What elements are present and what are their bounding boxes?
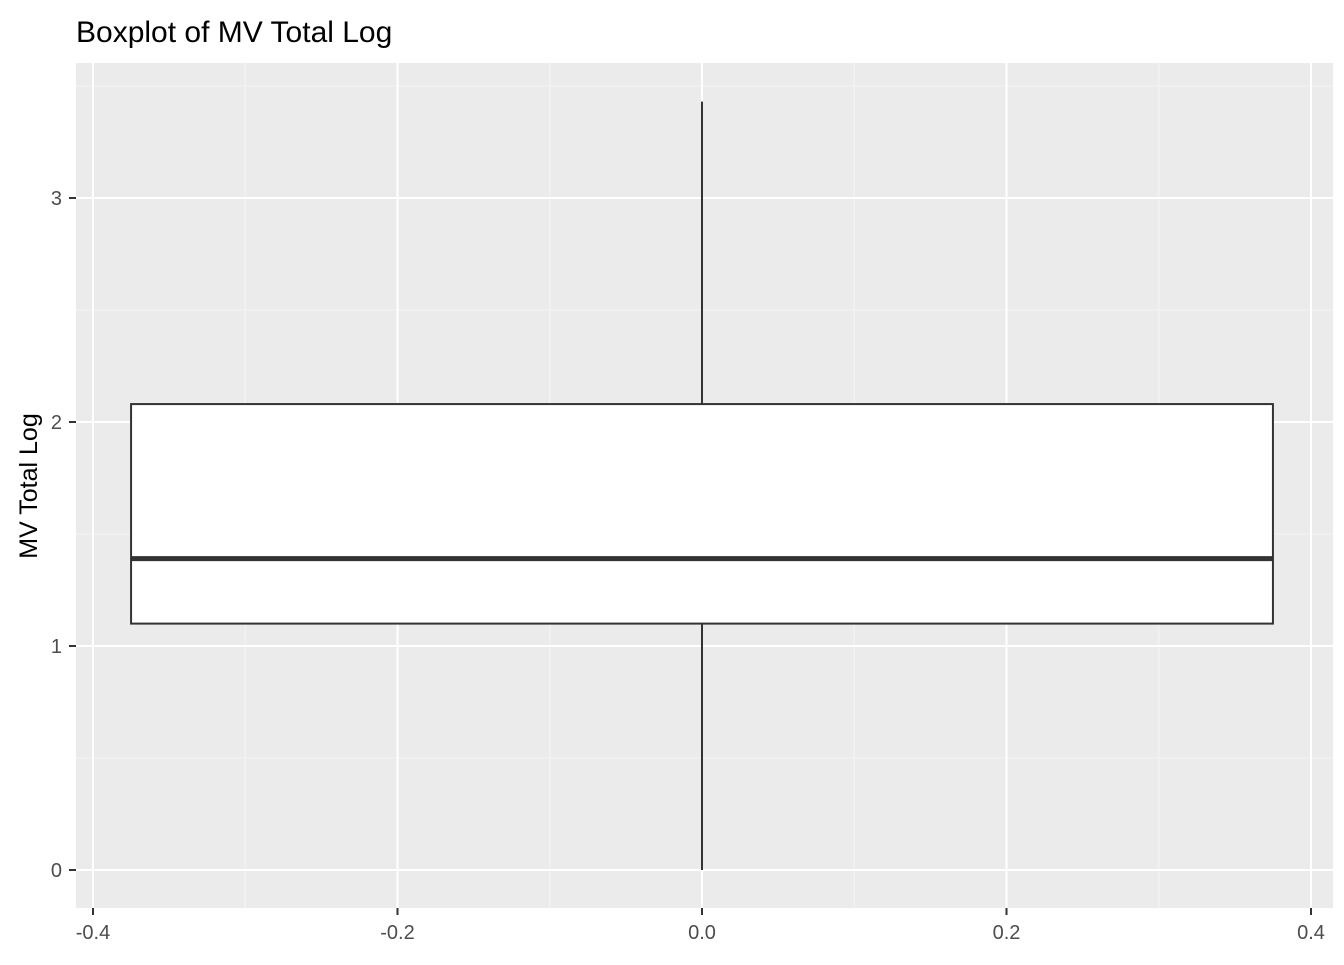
y-tick-label: 2 [51, 412, 62, 434]
boxplot-layer [130, 101, 1274, 870]
y-tick-label: 1 [51, 636, 62, 658]
x-tick-label: 0.2 [993, 922, 1021, 944]
x-tick-label: -0.4 [76, 922, 110, 944]
chart-title: Boxplot of MV Total Log [76, 16, 392, 49]
y-axis-label: MV Total Log [15, 413, 43, 558]
x-tick-label: 0.4 [1297, 922, 1325, 944]
x-axis: -0.4 -0.2 0.0 0.2 0.4 [76, 908, 1325, 944]
x-tick-label: -0.2 [380, 922, 414, 944]
y-tick-label: 3 [51, 188, 62, 210]
y-tick-label: 0 [51, 860, 62, 882]
interquartile-box [130, 403, 1274, 625]
y-axis: 0 1 2 3 [51, 188, 76, 882]
x-tick-label: 0.0 [688, 922, 716, 944]
